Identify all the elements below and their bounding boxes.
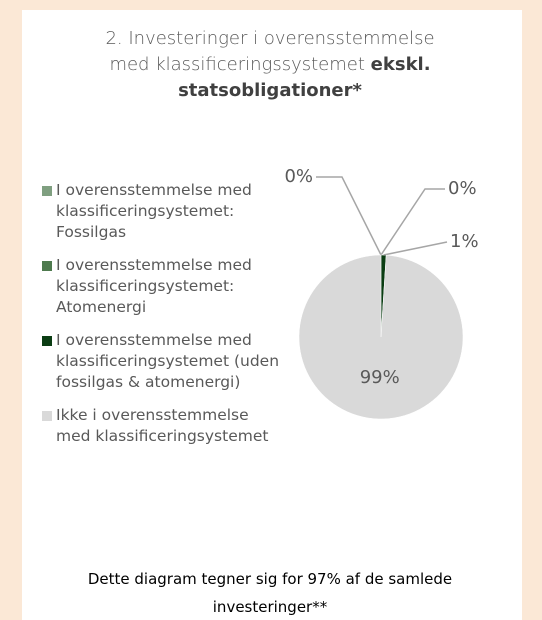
- data-label: 0%: [284, 166, 313, 187]
- legend-label: I overensstemmelse med klassificeringsys…: [56, 181, 252, 241]
- legend-swatch: [42, 261, 52, 271]
- legend-label: Ikke i overensstemmelse med klassificeri…: [56, 406, 269, 445]
- chart-title: 2. Investeringer i overensstemmelse med …: [95, 26, 445, 104]
- leader-line: [383, 241, 448, 256]
- legend-item: I overensstemmelse med klassificeringsys…: [42, 180, 287, 243]
- leader-line: [380, 188, 445, 256]
- legend-swatch: [42, 411, 52, 421]
- title-text: 2. Investeringer i overensstemmelse med …: [105, 28, 435, 75]
- legend-swatch: [42, 336, 52, 346]
- note: Dette diagram tegner sig for 97% af de s…: [87, 570, 453, 616]
- legend: I overensstemmelse med klassificeringsys…: [42, 180, 287, 459]
- legend-item: I overensstemmelse med klassificeringsys…: [42, 330, 287, 393]
- leader-line: [316, 176, 382, 256]
- legend-label: I overensstemmelse med klassificeringsys…: [56, 331, 280, 391]
- data-label: 99%: [360, 367, 400, 388]
- legend-label: I overensstemmelse med klassificeringsys…: [56, 256, 252, 316]
- title-emphasis: ekskl. statsobligationer*: [178, 54, 431, 101]
- legend-item: I overensstemmelse med klassificeringsys…: [42, 255, 287, 318]
- data-label: 0%: [448, 178, 477, 199]
- data-label: 1%: [450, 231, 479, 252]
- pie-slice: [298, 254, 464, 420]
- legend-item: Ikke i overensstemmelse med klassificeri…: [42, 405, 287, 447]
- legend-swatch: [42, 186, 52, 196]
